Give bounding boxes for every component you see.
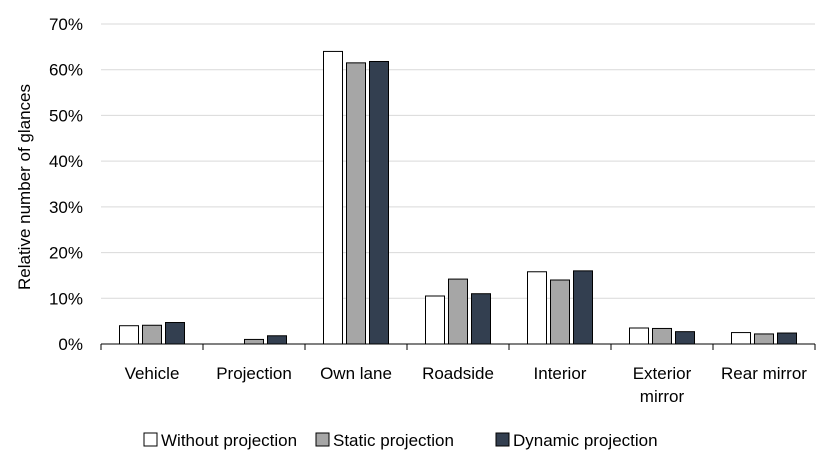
bar bbox=[675, 331, 695, 345]
x-axis-category-labels: Vehicle Projection Own lane Roadside Interio… bbox=[125, 364, 808, 406]
legend-entry-label: Dynamic projection bbox=[513, 431, 658, 450]
bar bbox=[754, 333, 774, 345]
bar bbox=[165, 322, 185, 345]
legend-swatch bbox=[143, 432, 158, 447]
bar bbox=[244, 338, 264, 345]
y-tick-label: 40% bbox=[49, 152, 83, 171]
x-category-label: mirror bbox=[640, 387, 685, 406]
x-axis bbox=[100, 343, 816, 350]
bar bbox=[550, 279, 570, 345]
bar bbox=[777, 332, 797, 345]
y-tick-label: 10% bbox=[49, 289, 83, 308]
bar bbox=[346, 62, 366, 345]
x-category-label: Exterior bbox=[633, 364, 692, 383]
legend: Without projection Static projection Dynam… bbox=[143, 431, 658, 450]
legend-entry-label: Without projection bbox=[161, 431, 297, 450]
x-category-label: Roadside bbox=[422, 364, 494, 383]
x-category-label: Own lane bbox=[320, 364, 392, 383]
bar bbox=[448, 278, 468, 345]
legend-swatch bbox=[315, 432, 330, 447]
y-axis-tick-labels: 0% 10% 20% 30% 40% 50% 60% 70% bbox=[49, 15, 83, 354]
bar bbox=[267, 335, 287, 345]
y-tick-label: 50% bbox=[49, 106, 83, 125]
x-category-label: Interior bbox=[534, 364, 587, 383]
y-tick-label: 30% bbox=[49, 198, 83, 217]
y-tick-label: 0% bbox=[58, 335, 83, 354]
bar bbox=[119, 325, 139, 345]
bar bbox=[142, 324, 162, 345]
x-category-label: Vehicle bbox=[125, 364, 180, 383]
bar bbox=[425, 295, 445, 345]
bar bbox=[527, 271, 547, 345]
y-tick-label: 60% bbox=[49, 61, 83, 80]
bar bbox=[471, 293, 491, 345]
bars bbox=[119, 50, 797, 345]
bar bbox=[731, 332, 751, 345]
legend-entry-label: Static projection bbox=[333, 431, 454, 450]
gridlines bbox=[101, 23, 815, 299]
bar bbox=[573, 270, 593, 345]
bar bbox=[629, 327, 649, 345]
y-axis-label: Relative number of glances bbox=[15, 84, 34, 290]
bar bbox=[652, 327, 672, 345]
y-tick-label: 70% bbox=[49, 15, 83, 34]
x-category-label: Projection bbox=[216, 364, 292, 383]
bar bbox=[323, 50, 343, 345]
x-category-label: Rear mirror bbox=[721, 364, 807, 383]
legend-swatch bbox=[495, 432, 510, 447]
bar bbox=[369, 60, 389, 345]
y-tick-label: 20% bbox=[49, 244, 83, 263]
